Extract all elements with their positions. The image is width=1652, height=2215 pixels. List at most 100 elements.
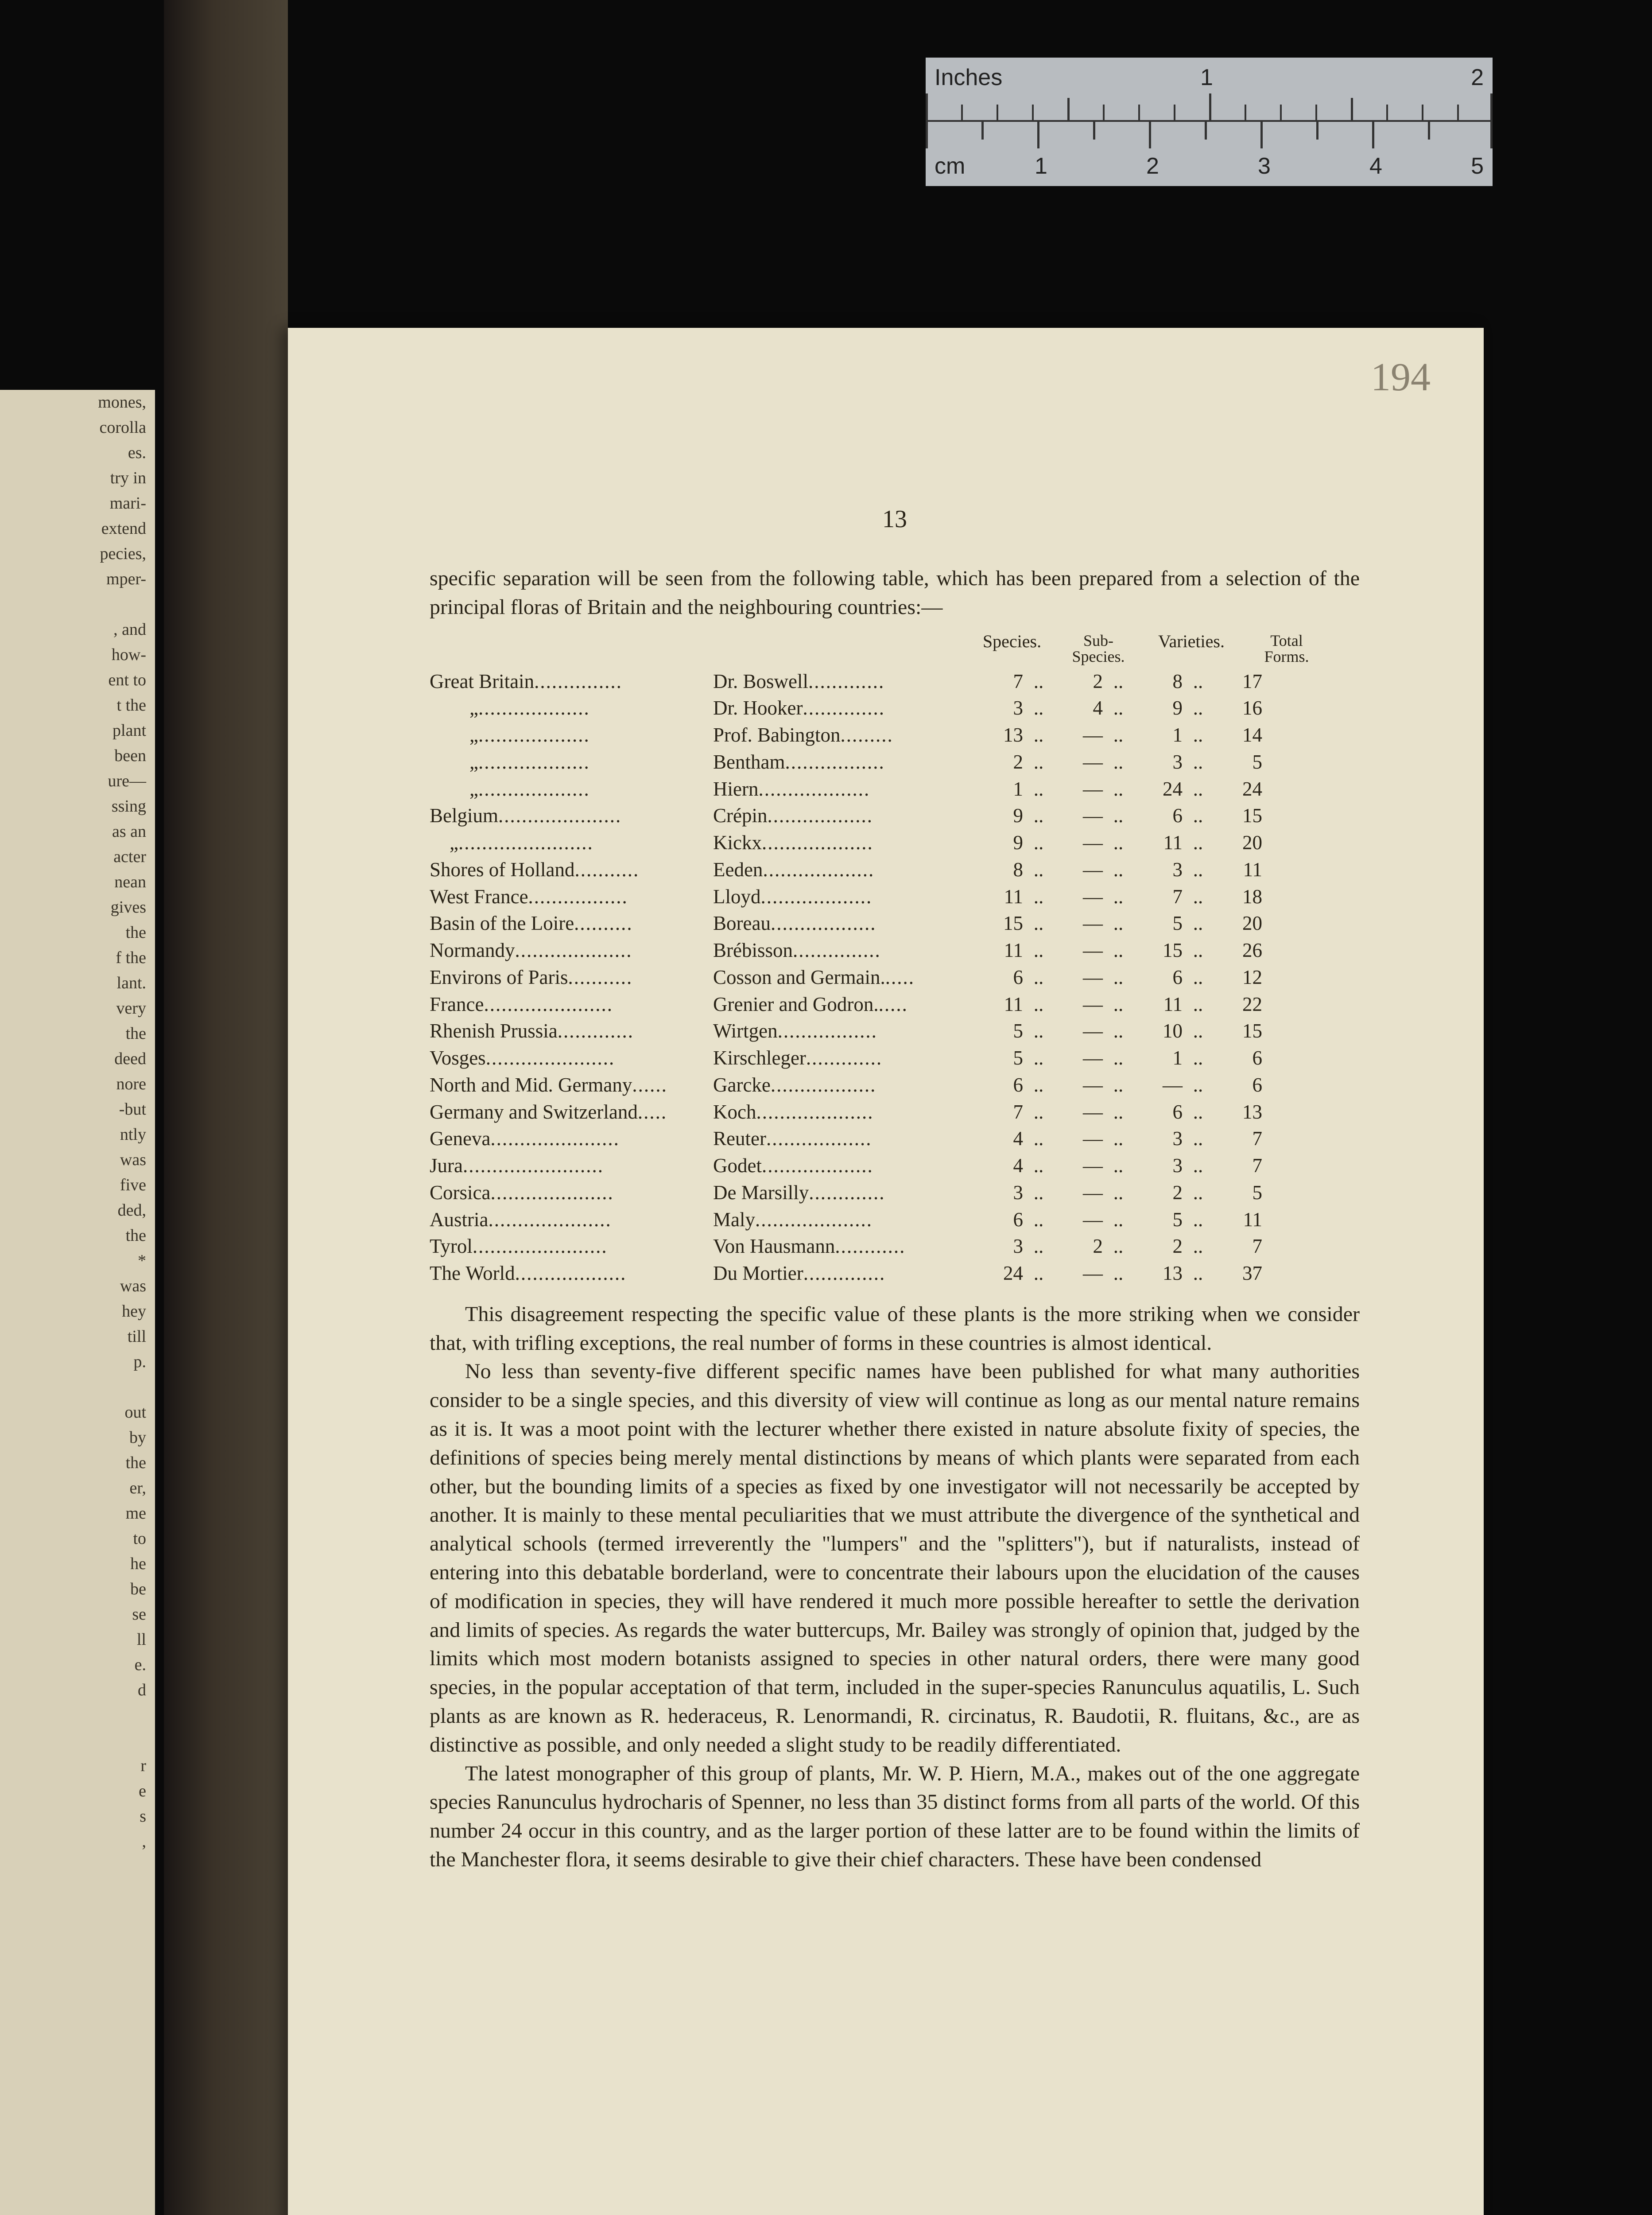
flora-row: „...................Bentham.............… xyxy=(430,749,1360,776)
varieties-cell: 3 xyxy=(1134,1152,1183,1179)
region-cell: Great Britain............... xyxy=(430,668,713,695)
author-cell: Kickx................... xyxy=(713,829,970,856)
subspecies-cell: — xyxy=(1054,910,1103,937)
ruler-cm-2: 2 xyxy=(1146,153,1159,179)
header-species: Species. xyxy=(970,631,1054,664)
ruler-inches-label: Inches xyxy=(935,64,1002,91)
flora-row: „.......................Kickx...........… xyxy=(430,829,1360,856)
ruler-cm-3: 3 xyxy=(1258,153,1271,179)
species-cell: 1 xyxy=(970,776,1023,803)
varieties-cell: 9 xyxy=(1134,695,1183,722)
species-cell: 5 xyxy=(970,1045,1023,1072)
ruler-inch-2: 2 xyxy=(1471,64,1484,91)
total-cell: 15 xyxy=(1214,802,1262,829)
ruler-cm-1: 1 xyxy=(1035,153,1047,179)
total-cell: 5 xyxy=(1214,749,1262,776)
total-cell: 37 xyxy=(1214,1260,1262,1287)
author-cell: Grenier and Godron...... xyxy=(713,991,970,1018)
subspecies-cell: — xyxy=(1054,1152,1103,1179)
flora-row: Geneva......................Reuter......… xyxy=(430,1125,1360,1152)
varieties-cell: — xyxy=(1134,1072,1183,1099)
species-cell: 8 xyxy=(970,856,1023,883)
total-cell: 17 xyxy=(1214,668,1262,695)
region-cell: Jura........................ xyxy=(430,1152,713,1179)
varieties-cell: 13 xyxy=(1134,1260,1183,1287)
species-cell: 6 xyxy=(970,964,1023,991)
varieties-cell: 10 xyxy=(1134,1018,1183,1045)
total-cell: 11 xyxy=(1214,1206,1262,1233)
varieties-cell: 5 xyxy=(1134,1206,1183,1233)
flora-row: West France.................Lloyd.......… xyxy=(430,883,1360,910)
subspecies-cell: — xyxy=(1054,776,1103,803)
subspecies-cell: — xyxy=(1054,1125,1103,1152)
author-cell: Koch.................... xyxy=(713,1099,970,1126)
total-cell: 20 xyxy=(1214,910,1262,937)
paragraph-2: No less than seventy-five different spec… xyxy=(430,1357,1360,1759)
total-cell: 6 xyxy=(1214,1045,1262,1072)
flora-row: France......................Grenier and … xyxy=(430,991,1360,1018)
ruler-cm-5: 5 xyxy=(1471,153,1484,179)
flora-row: „...................Dr. Hooker..........… xyxy=(430,695,1360,722)
region-cell: Geneva...................... xyxy=(430,1125,713,1152)
author-cell: Boreau.................. xyxy=(713,910,970,937)
total-cell: 11 xyxy=(1214,856,1262,883)
flora-row: Corsica.....................De Marsilly.… xyxy=(430,1179,1360,1206)
total-cell: 15 xyxy=(1214,1018,1262,1045)
flora-row: „...................Hiern...............… xyxy=(430,776,1360,803)
subspecies-cell: — xyxy=(1054,1206,1103,1233)
species-cell: 2 xyxy=(970,749,1023,776)
region-cell: Rhenish Prussia............. xyxy=(430,1018,713,1045)
subspecies-cell: — xyxy=(1054,829,1103,856)
region-cell: Austria..................... xyxy=(430,1206,713,1233)
subspecies-cell: — xyxy=(1054,964,1103,991)
author-cell: Maly.................... xyxy=(713,1206,970,1233)
author-cell: Bentham................. xyxy=(713,749,970,776)
total-cell: 18 xyxy=(1214,883,1262,910)
flora-row: Vosges......................Kirschleger.… xyxy=(430,1045,1360,1072)
varieties-cell: 8 xyxy=(1134,668,1183,695)
varieties-cell: 2 xyxy=(1134,1179,1183,1206)
subspecies-cell: — xyxy=(1054,722,1103,749)
author-cell: Du Mortier.............. xyxy=(713,1260,970,1287)
species-cell: 3 xyxy=(970,1233,1023,1260)
total-cell: 7 xyxy=(1214,1152,1262,1179)
subspecies-cell: — xyxy=(1054,802,1103,829)
species-cell: 3 xyxy=(970,695,1023,722)
subspecies-cell: 2 xyxy=(1054,1233,1103,1260)
species-cell: 9 xyxy=(970,802,1023,829)
species-cell: 3 xyxy=(970,1179,1023,1206)
paragraph-1: This disagreement respecting the specifi… xyxy=(430,1300,1360,1358)
region-cell: Normandy.................... xyxy=(430,937,713,964)
author-cell: Kirschleger............. xyxy=(713,1045,970,1072)
varieties-cell: 3 xyxy=(1134,856,1183,883)
author-cell: Cosson and Germain...... xyxy=(713,964,970,991)
author-cell: Eeden................... xyxy=(713,856,970,883)
region-cell: The World................... xyxy=(430,1260,713,1287)
flora-row: The World...................Du Mortier..… xyxy=(430,1260,1360,1287)
varieties-cell: 1 xyxy=(1134,1045,1183,1072)
subspecies-cell: — xyxy=(1054,1018,1103,1045)
flora-row: Basin of the Loire..........Boreau......… xyxy=(430,910,1360,937)
subspecies-cell: 2 xyxy=(1054,668,1103,695)
region-cell: „................... xyxy=(430,749,713,776)
header-total: TotalForms. xyxy=(1240,631,1333,664)
total-cell: 6 xyxy=(1214,1072,1262,1099)
previous-page-edge: mones,corollaes.try inmari-extendpecies,… xyxy=(0,390,155,2215)
subspecies-cell: — xyxy=(1054,937,1103,964)
total-cell: 22 xyxy=(1214,991,1262,1018)
subspecies-cell: — xyxy=(1054,883,1103,910)
species-cell: 11 xyxy=(970,991,1023,1018)
region-cell: Basin of the Loire.......... xyxy=(430,910,713,937)
species-cell: 13 xyxy=(970,722,1023,749)
region-cell: „................... xyxy=(430,695,713,722)
flora-table: Great Britain...............Dr. Boswell.… xyxy=(430,668,1360,1287)
species-cell: 11 xyxy=(970,883,1023,910)
printed-page-number: 13 xyxy=(430,505,1360,533)
ruler-inches-scale: Inches 1 2 xyxy=(926,58,1493,122)
author-cell: Godet................... xyxy=(713,1152,970,1179)
species-cell: 9 xyxy=(970,829,1023,856)
varieties-cell: 11 xyxy=(1134,991,1183,1018)
region-cell: Belgium..................... xyxy=(430,802,713,829)
flora-row: Rhenish Prussia.............Wirtgen.....… xyxy=(430,1018,1360,1045)
total-cell: 20 xyxy=(1214,829,1262,856)
